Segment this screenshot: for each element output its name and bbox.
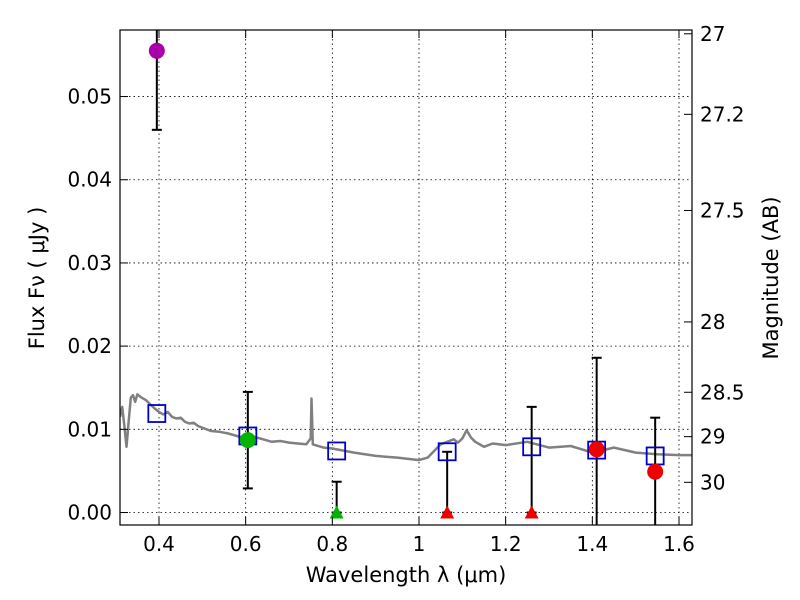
plot-frame: [119, 29, 693, 526]
detection-point: [647, 463, 664, 480]
mag-tick-label: 27.2: [700, 102, 745, 126]
upper-limit-point: [440, 505, 455, 519]
model-photometry-square: [147, 404, 167, 423]
detection-point: [148, 42, 165, 59]
axis-ticks: 0.4 0.6 0.8 1 1.2 1.4 1.6 0.00 0.01 0.02 0.03 0.04 0…: [67, 22, 744, 556]
y-tick-label: 0.05: [67, 85, 112, 109]
x-axis-label: Wavelength λ (μm): [306, 563, 507, 587]
y-tick-label: 0.00: [67, 501, 112, 525]
y-tick-label: 0.02: [67, 334, 112, 358]
x-tick-label: 1: [413, 532, 426, 556]
observed-photometry-points: [148, 42, 664, 519]
y-axis-right-label: Magnitude (AB): [759, 196, 783, 359]
model-photometry-square: [522, 437, 542, 457]
x-tick-label: 0.4: [143, 532, 175, 556]
x-tick-label: 0.8: [316, 532, 348, 556]
detection-point: [588, 441, 605, 458]
mag-tick-label: 27: [700, 22, 725, 46]
model-sed-layer: [120, 393, 692, 462]
y-tick-label: 0.03: [67, 251, 112, 275]
model-photometry-points: [147, 404, 665, 466]
model-photometry-square: [327, 441, 347, 461]
y-axis-label: Flux Fν ( μJy ): [25, 207, 49, 350]
upper-limit-point: [524, 505, 539, 519]
x-tick-label: 1.4: [576, 532, 608, 556]
grid: [120, 30, 692, 525]
model-photometry-square: [437, 442, 457, 462]
x-tick-label: 1.2: [490, 532, 522, 556]
mag-tick-label: 29: [700, 425, 725, 449]
y-tick-label: 0.04: [67, 168, 112, 192]
upper-limit-point: [329, 505, 344, 519]
x-tick-label: 1.6: [663, 532, 695, 556]
model-sed-line: [120, 393, 692, 462]
mag-tick-label: 28: [700, 310, 725, 334]
x-tick-label: 0.6: [230, 532, 262, 556]
mag-tick-label: 30: [700, 470, 725, 494]
detection-point: [239, 432, 256, 449]
mag-tick-label: 28.5: [700, 380, 745, 404]
mag-tick-label: 27.5: [700, 198, 745, 222]
y-tick-label: 0.01: [67, 417, 112, 441]
